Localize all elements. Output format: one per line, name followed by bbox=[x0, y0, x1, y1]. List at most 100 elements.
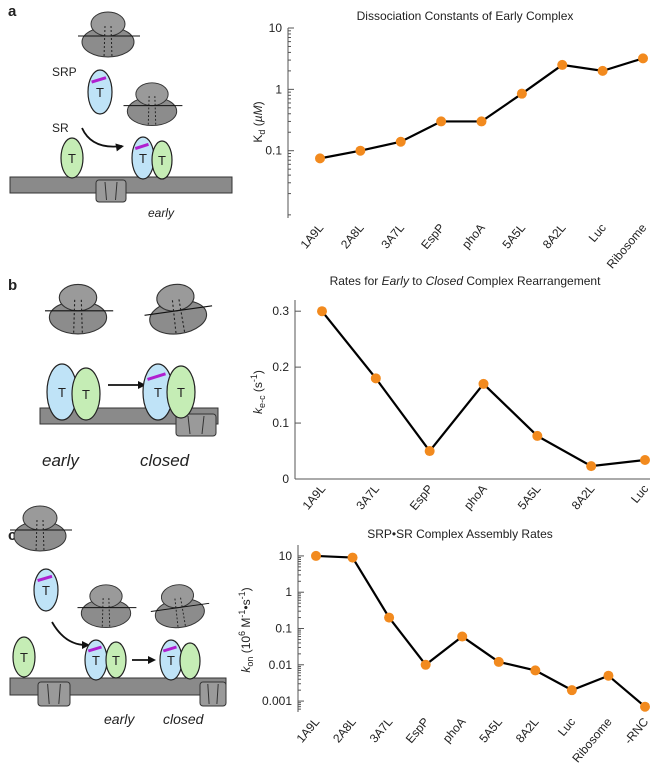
data-point bbox=[603, 671, 613, 681]
data-point bbox=[315, 153, 325, 163]
x-tick-label: 8A2L bbox=[540, 221, 569, 252]
data-point bbox=[457, 632, 467, 642]
x-tick-label: 3A7L bbox=[378, 221, 407, 252]
y-tick-label: 1 bbox=[285, 585, 292, 599]
data-point bbox=[348, 553, 358, 563]
x-tick-label: 5A5L bbox=[515, 482, 544, 513]
ribosome bbox=[45, 284, 113, 335]
y-tick-label: 10 bbox=[269, 21, 283, 35]
title-part: Rates for bbox=[330, 274, 382, 288]
label-part: µM bbox=[251, 105, 265, 122]
state-label: closed bbox=[140, 451, 190, 470]
ribosome bbox=[10, 506, 72, 552]
data-point bbox=[479, 379, 489, 389]
t-label: T bbox=[139, 151, 147, 166]
figure: a b c SRP SR early early closed early cl… bbox=[0, 0, 653, 781]
y-tick-label: 0.1 bbox=[272, 416, 289, 430]
small-subunit bbox=[59, 284, 96, 310]
x-tick-label: 8A2L bbox=[569, 482, 598, 513]
x-tick-label: 8A2L bbox=[513, 715, 542, 746]
data-point bbox=[530, 665, 540, 675]
x-tick-label: 1A9L bbox=[298, 221, 327, 252]
t-label: T bbox=[68, 151, 76, 166]
data-point bbox=[425, 446, 435, 456]
x-tick-label: phoA bbox=[440, 715, 469, 745]
small-subunit bbox=[23, 506, 57, 530]
x-tick-label: 5A5L bbox=[476, 715, 505, 746]
data-point bbox=[598, 66, 608, 76]
data-point bbox=[421, 660, 431, 670]
x-tick-label: 1A9L bbox=[300, 482, 329, 513]
label-part: (10 bbox=[239, 636, 253, 657]
x-tick-label: Luc bbox=[628, 482, 651, 506]
t-label: T bbox=[92, 653, 100, 668]
y-tick-label: 10 bbox=[279, 549, 293, 563]
translocon bbox=[200, 682, 226, 706]
label-part: M bbox=[239, 618, 253, 631]
small-subunit bbox=[90, 585, 122, 608]
x-tick-label: 5A5L bbox=[499, 221, 528, 252]
sr-label: SR bbox=[52, 121, 69, 135]
t-label: T bbox=[112, 653, 120, 668]
x-tick-label: Luc bbox=[555, 715, 578, 739]
data-point bbox=[517, 89, 527, 99]
t-label: T bbox=[167, 653, 175, 668]
y-tick-label: 0 bbox=[282, 472, 289, 486]
y-tick-label: 0.1 bbox=[275, 622, 292, 636]
x-tick-label: phoA bbox=[459, 221, 488, 251]
t-label: T bbox=[158, 153, 166, 168]
label-part: ( bbox=[251, 122, 265, 129]
x-tick-label: EspP bbox=[403, 715, 432, 746]
label-part: (s bbox=[251, 382, 265, 395]
data-point bbox=[638, 53, 648, 63]
title-part: Complex Rearrangement bbox=[463, 274, 601, 288]
t-label: T bbox=[154, 385, 162, 400]
arrow-head bbox=[115, 142, 124, 151]
y-tick-label: 0.1 bbox=[265, 144, 282, 158]
ribosome bbox=[148, 581, 212, 632]
label-part: e-c bbox=[257, 395, 267, 408]
t-label: T bbox=[177, 385, 185, 400]
data-line bbox=[316, 556, 645, 707]
ribosome bbox=[78, 12, 140, 58]
t-label: T bbox=[42, 583, 50, 598]
label-part: ) bbox=[239, 587, 253, 591]
state-label: closed bbox=[163, 711, 205, 727]
x-tick-label: 2A8L bbox=[338, 221, 367, 252]
data-point bbox=[371, 373, 381, 383]
x-tick-label: 3A7L bbox=[367, 715, 396, 746]
small-subunit bbox=[91, 12, 125, 36]
arrow bbox=[52, 622, 86, 645]
state-label: early bbox=[148, 206, 175, 220]
chart-title: Dissociation Constants of Early Complex bbox=[357, 9, 574, 23]
x-tick-label: -RNC bbox=[621, 715, 651, 747]
x-tick-label: 3A7L bbox=[353, 482, 382, 513]
data-point bbox=[436, 116, 446, 126]
label-part: -1 bbox=[237, 610, 247, 618]
state-label: early bbox=[42, 451, 80, 470]
small-subunit bbox=[136, 83, 168, 106]
title-part: Early bbox=[382, 274, 410, 288]
t-label: T bbox=[20, 650, 28, 665]
data-line bbox=[320, 58, 643, 158]
data-point bbox=[477, 116, 487, 126]
data-point bbox=[557, 60, 567, 70]
y-axis-label: ke-c (s-1) bbox=[249, 370, 267, 414]
t-label: T bbox=[96, 85, 104, 100]
srp-label: SRP bbox=[52, 65, 77, 79]
y-tick-label: 0.2 bbox=[272, 360, 289, 374]
arrow-head bbox=[148, 656, 156, 664]
x-tick-label: 2A8L bbox=[330, 715, 359, 746]
label-part: •s bbox=[239, 599, 253, 609]
x-tick-label: EspP bbox=[407, 482, 436, 513]
label-part: on bbox=[245, 657, 255, 667]
label-part: ) bbox=[251, 370, 265, 374]
data-point bbox=[311, 551, 321, 561]
data-point bbox=[494, 657, 504, 667]
data-point bbox=[532, 431, 542, 441]
chart-title: SRP•SR Complex Assembly Rates bbox=[367, 527, 553, 541]
t-label: T bbox=[58, 385, 66, 400]
x-tick-label: phoA bbox=[461, 482, 490, 512]
data-point bbox=[586, 461, 596, 471]
data-point bbox=[640, 455, 650, 465]
